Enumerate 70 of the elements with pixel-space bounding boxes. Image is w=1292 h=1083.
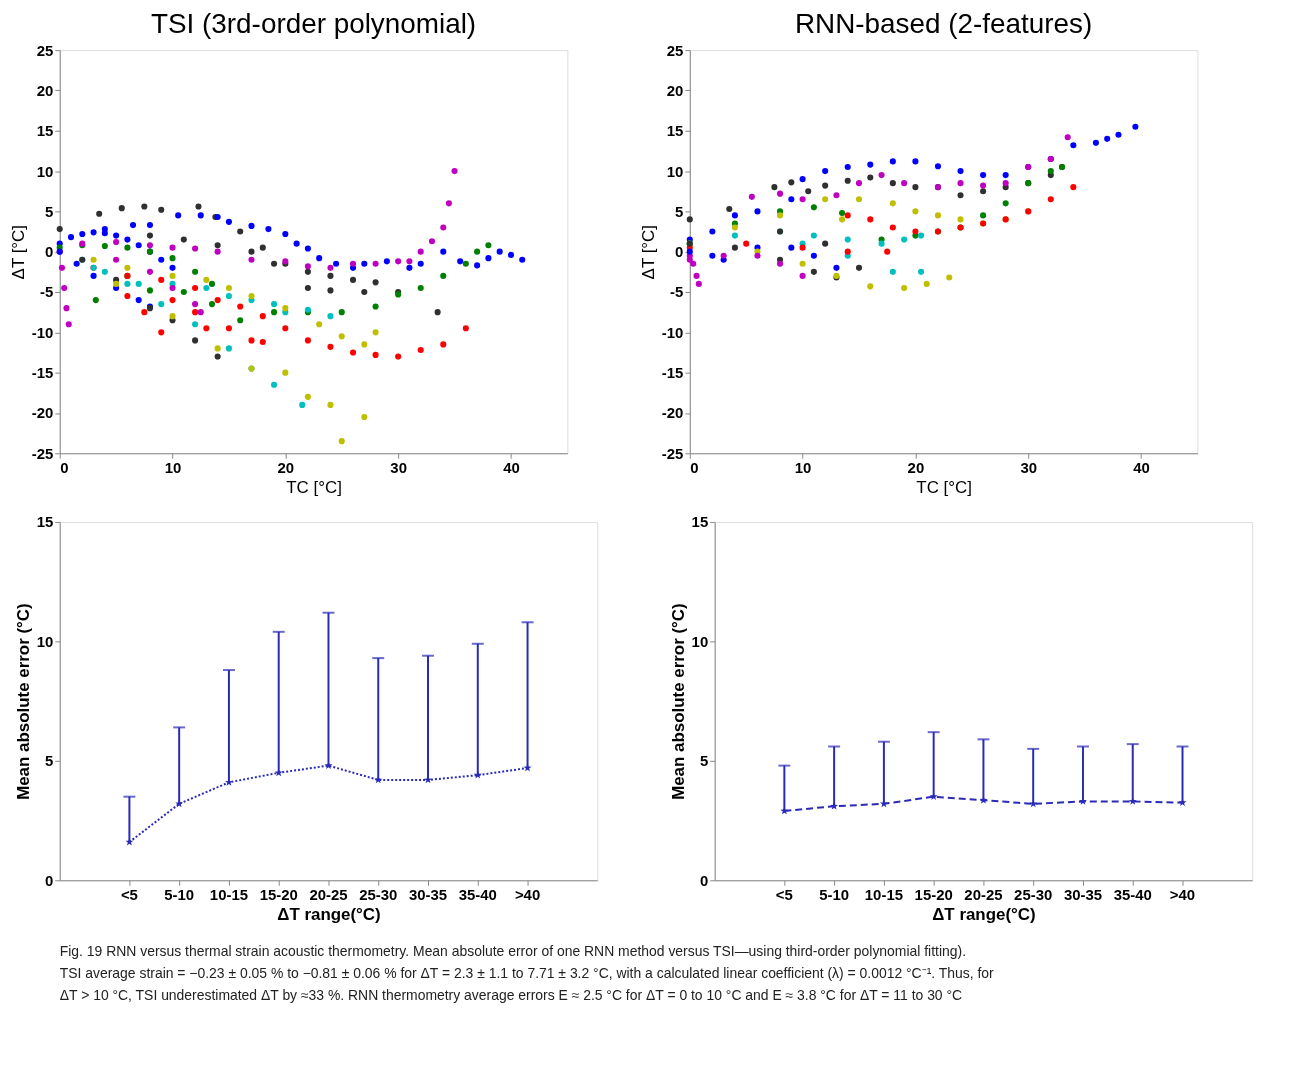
x-tick-label: 20 — [277, 458, 295, 476]
y-tick-label: 15 — [36, 122, 54, 140]
x-tick-label: 35-40 — [458, 885, 497, 903]
chart-title: RNN-based (2-features) — [794, 8, 1093, 40]
x-axis-title: TC [°C] — [916, 477, 972, 497]
x-axis-title: TC [°C] — [286, 477, 342, 497]
x-tick-label: 40 — [503, 458, 520, 476]
y-tick-label: 5 — [675, 202, 684, 220]
y-tick-label: 25 — [666, 41, 684, 59]
y-tick-label: 0 — [699, 871, 709, 889]
text: ΔT > 10 °C, TSI underestimated ΔT by ≈33 %. RNN thermometry average errors E ≈ 2.5 °C for ΔT = 0 to 10 °C and E ≈ 3.8 °C for ΔT = 11 to 30 °C — [59, 986, 963, 1003]
y-tick-label: 10 — [691, 632, 709, 650]
x-tick-label: 30-35 — [1063, 885, 1103, 903]
x-axis-title: ΔT range(°C) — [932, 904, 1036, 924]
x-tick-label: 20-25 — [309, 885, 348, 903]
y-tick-label: 10 — [36, 632, 54, 650]
y-axis-title: Mean absolute error (°C) — [13, 603, 33, 800]
x-tick-label: 40 — [1133, 458, 1150, 476]
y-tick-label: 0 — [44, 871, 54, 889]
y-tick-label: -15 — [31, 364, 54, 382]
y-tick-label: 0 — [675, 243, 684, 261]
y-tick-label: 0 — [44, 243, 54, 261]
x-tick-label: 25-30 — [359, 885, 398, 903]
x-tick-label: 30-35 — [408, 885, 448, 903]
y-tick-label: 15 — [36, 513, 54, 531]
y-tick-label: -20 — [661, 404, 684, 422]
y-axis-title: ΔT [°C] — [638, 224, 658, 280]
y-tick-label: 5 — [44, 202, 54, 220]
y-tick-label: -15 — [661, 364, 684, 382]
y-tick-label: -5 — [39, 283, 54, 301]
y-tick-label: 15 — [666, 122, 684, 140]
x-tick-label: 15-20 — [914, 885, 953, 903]
x-tick-label: 10-15 — [864, 885, 903, 903]
y-tick-label: 20 — [666, 81, 684, 99]
y-tick-label: 10 — [36, 162, 54, 180]
y-axis-title: ΔT [°C] — [8, 224, 28, 280]
x-tick-label: >40 — [514, 885, 541, 903]
y-tick-label: 25 — [36, 41, 54, 59]
y-tick-label: -10 — [661, 323, 684, 341]
x-tick-label: 10 — [164, 458, 182, 476]
x-tick-label: <5 — [120, 885, 138, 903]
y-tick-label: -10 — [31, 323, 54, 341]
y-tick-label: 15 — [691, 513, 709, 531]
y-tick-label: -5 — [670, 283, 684, 301]
x-axis-title: ΔT range(°C) — [277, 904, 381, 924]
x-tick-label: 30 — [1020, 458, 1038, 476]
y-tick-label: 5 — [699, 752, 709, 770]
x-tick-label: 10-15 — [209, 885, 249, 903]
y-tick-label: 20 — [36, 81, 54, 99]
x-tick-label: 5-10 — [819, 885, 850, 903]
x-tick-label: 5-10 — [164, 885, 195, 903]
text: TSI average strain = −0.23 ± 0.05 % to −0.81 ± 0.06 % for ΔT = 2.3 ± 1.1 to 7.71 ± 3.2 °C, with a calculated linear coefficient (λ) = 0.0012 °C⁻¹. Thus, for — [59, 964, 995, 981]
x-tick-label: <5 — [775, 885, 793, 903]
y-tick-label: 10 — [666, 162, 684, 180]
y-tick-label: -25 — [31, 444, 54, 462]
x-tick-label: 35-40 — [1113, 885, 1152, 903]
x-tick-label: 15-20 — [259, 885, 298, 903]
caption: Fig. 19 RNN versus thermal strain acoustic thermometry. Mean absolute error of one RNN method versus TSI—using third-order polynomial fitting). — [59, 942, 967, 959]
y-tick-label: -20 — [31, 404, 54, 422]
y-axis-title: Mean absolute error (°C) — [668, 603, 688, 800]
x-tick-label: 10 — [794, 458, 812, 476]
chart-title: TSI (3rd-order polynomial) — [150, 8, 477, 40]
x-tick-label: 20 — [907, 458, 925, 476]
x-tick-label: 0 — [60, 458, 69, 476]
y-tick-label: 5 — [44, 752, 54, 770]
x-tick-label: 30 — [390, 458, 407, 476]
x-tick-label: >40 — [1169, 885, 1196, 903]
y-tick-label: -25 — [661, 444, 684, 462]
x-tick-label: 20-25 — [964, 885, 1003, 903]
x-tick-label: 25-30 — [1014, 885, 1053, 903]
